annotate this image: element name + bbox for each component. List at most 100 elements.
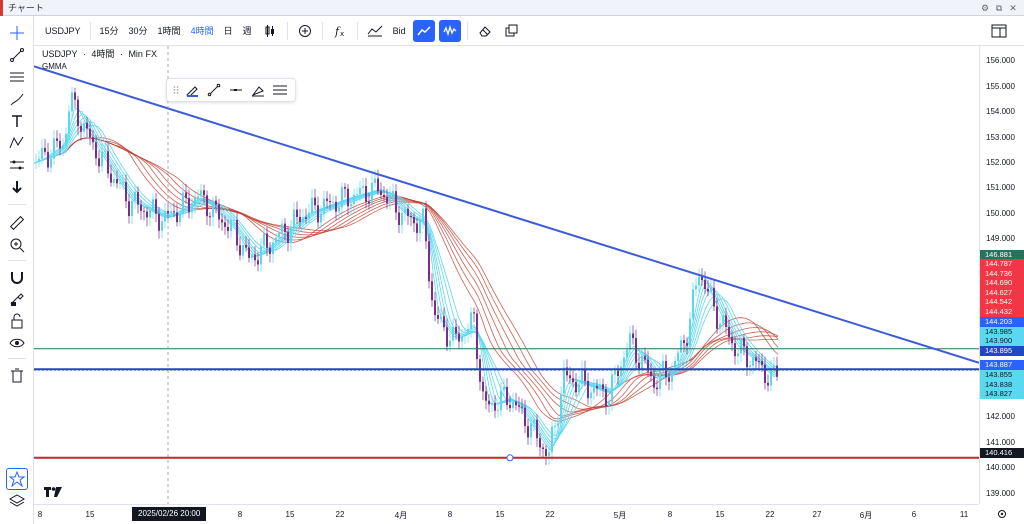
line-chart-icon[interactable] bbox=[412, 19, 435, 42]
candle-body bbox=[305, 217, 307, 220]
close-icon[interactable]: ✕ bbox=[1009, 3, 1017, 13]
candle-body bbox=[221, 219, 223, 223]
candle-body bbox=[311, 197, 313, 213]
time-axis[interactable]: 8 15 8 15 22 4月 8 15 22 5月 8 15 22 27 6月 6 11 2025/02/26… bbox=[34, 504, 979, 524]
candle-body bbox=[218, 204, 220, 220]
price-label: 144.690 bbox=[980, 278, 1024, 288]
candle-body bbox=[371, 182, 373, 204]
candle-body bbox=[452, 326, 454, 341]
interval-15m[interactable]: 15分 bbox=[99, 25, 119, 36]
candle-body bbox=[254, 254, 256, 261]
price-chart[interactable] bbox=[34, 46, 979, 504]
price-label: 144.736 bbox=[980, 269, 1024, 279]
candle-body bbox=[401, 212, 403, 225]
eraser-icon[interactable] bbox=[474, 20, 496, 42]
candle-body bbox=[668, 377, 670, 382]
interval-1d[interactable]: 日 bbox=[223, 25, 233, 36]
line-width-icon[interactable] bbox=[225, 80, 247, 100]
legend-broker: Min FX bbox=[128, 49, 157, 59]
legend-interval: 4時間 bbox=[91, 49, 115, 59]
copy-icon[interactable] bbox=[500, 20, 522, 42]
interval-30m[interactable]: 30分 bbox=[128, 25, 148, 36]
candle-body bbox=[347, 188, 349, 207]
favorites-star-icon[interactable] bbox=[6, 468, 28, 490]
gmma-long-line bbox=[34, 137, 779, 422]
candle-body bbox=[56, 138, 58, 141]
candle-type-icon[interactable] bbox=[259, 20, 281, 42]
ruler-icon[interactable] bbox=[6, 212, 28, 234]
draw-lock-icon[interactable] bbox=[6, 288, 28, 310]
candle-body bbox=[692, 289, 694, 319]
candle-body bbox=[65, 134, 67, 146]
candle-body bbox=[617, 370, 619, 377]
candle-body bbox=[215, 200, 217, 205]
line-style-icon[interactable] bbox=[203, 80, 225, 100]
fib-icon[interactable] bbox=[6, 66, 28, 88]
candle-body bbox=[443, 316, 445, 328]
measure-icon[interactable] bbox=[6, 154, 28, 176]
drag-handle-icon[interactable] bbox=[171, 80, 181, 100]
candle-body bbox=[554, 425, 556, 427]
more-settings-icon[interactable] bbox=[269, 80, 291, 100]
templates-icon[interactable] bbox=[364, 20, 386, 42]
candle-body bbox=[644, 356, 646, 360]
candle-body bbox=[419, 221, 421, 233]
gmma-short-line bbox=[34, 113, 779, 445]
candle-body bbox=[284, 223, 286, 233]
popout-icon[interactable]: ⧉ bbox=[995, 3, 1003, 13]
time-tick: 5月 bbox=[613, 511, 627, 520]
zoom-icon[interactable] bbox=[6, 234, 28, 256]
candle-body bbox=[398, 212, 400, 225]
candle-body bbox=[575, 382, 577, 393]
symbol-button[interactable]: USDJPY bbox=[45, 25, 81, 36]
candle-body bbox=[392, 191, 394, 195]
layout-icon[interactable] bbox=[988, 20, 1010, 42]
candle-body bbox=[344, 187, 346, 189]
candle-body bbox=[140, 204, 142, 211]
candle-body bbox=[440, 316, 442, 319]
chart-pane[interactable] bbox=[34, 46, 979, 504]
candle-body bbox=[212, 200, 214, 218]
candle-body bbox=[338, 207, 340, 212]
eye-icon[interactable] bbox=[6, 332, 28, 354]
lock-icon[interactable] bbox=[6, 310, 28, 332]
candle-body bbox=[248, 247, 250, 258]
price-source-bid[interactable]: Bid bbox=[392, 25, 406, 36]
legend-indicator[interactable]: GMMA bbox=[42, 62, 67, 71]
time-tick: 4月 bbox=[394, 511, 408, 520]
interval-1w[interactable]: 週 bbox=[242, 25, 252, 36]
line-color-icon[interactable] bbox=[181, 80, 203, 100]
magnet-icon[interactable] bbox=[6, 266, 28, 288]
interval-1h[interactable]: 1時間 bbox=[157, 25, 181, 36]
candle-body bbox=[47, 151, 49, 168]
candle-body bbox=[542, 447, 544, 450]
settings-icon[interactable]: ⚙ bbox=[980, 3, 990, 13]
window-title: チャート bbox=[8, 3, 44, 13]
candle-body bbox=[497, 410, 499, 411]
arrow-down-icon[interactable] bbox=[6, 176, 28, 198]
axis-settings-icon[interactable] bbox=[979, 504, 1024, 524]
wave-chart-icon[interactable] bbox=[438, 19, 461, 42]
price-tick: 139.000 bbox=[986, 488, 1015, 498]
candle-body bbox=[515, 401, 517, 406]
candle-body bbox=[179, 212, 181, 223]
candle-body bbox=[701, 276, 703, 281]
interval-4h[interactable]: 4時間 bbox=[190, 25, 214, 36]
price-axis[interactable]: 156.000 155.000 154.000 153.000 152.000 151.0… bbox=[979, 46, 1024, 504]
fill-icon[interactable] bbox=[247, 80, 269, 100]
crosshair-icon[interactable] bbox=[6, 22, 28, 44]
brush-icon[interactable] bbox=[6, 88, 28, 110]
candle-body bbox=[122, 182, 124, 184]
compare-add-icon[interactable] bbox=[294, 20, 316, 42]
pattern-icon[interactable] bbox=[6, 132, 28, 154]
text-icon[interactable] bbox=[6, 110, 28, 132]
candle-body bbox=[356, 194, 358, 195]
candle-body bbox=[170, 211, 172, 214]
layers-icon[interactable] bbox=[6, 490, 28, 512]
candle-body bbox=[518, 405, 520, 407]
trendline-icon[interactable] bbox=[6, 44, 28, 66]
trash-icon[interactable] bbox=[6, 364, 28, 386]
candle-body bbox=[359, 187, 361, 195]
